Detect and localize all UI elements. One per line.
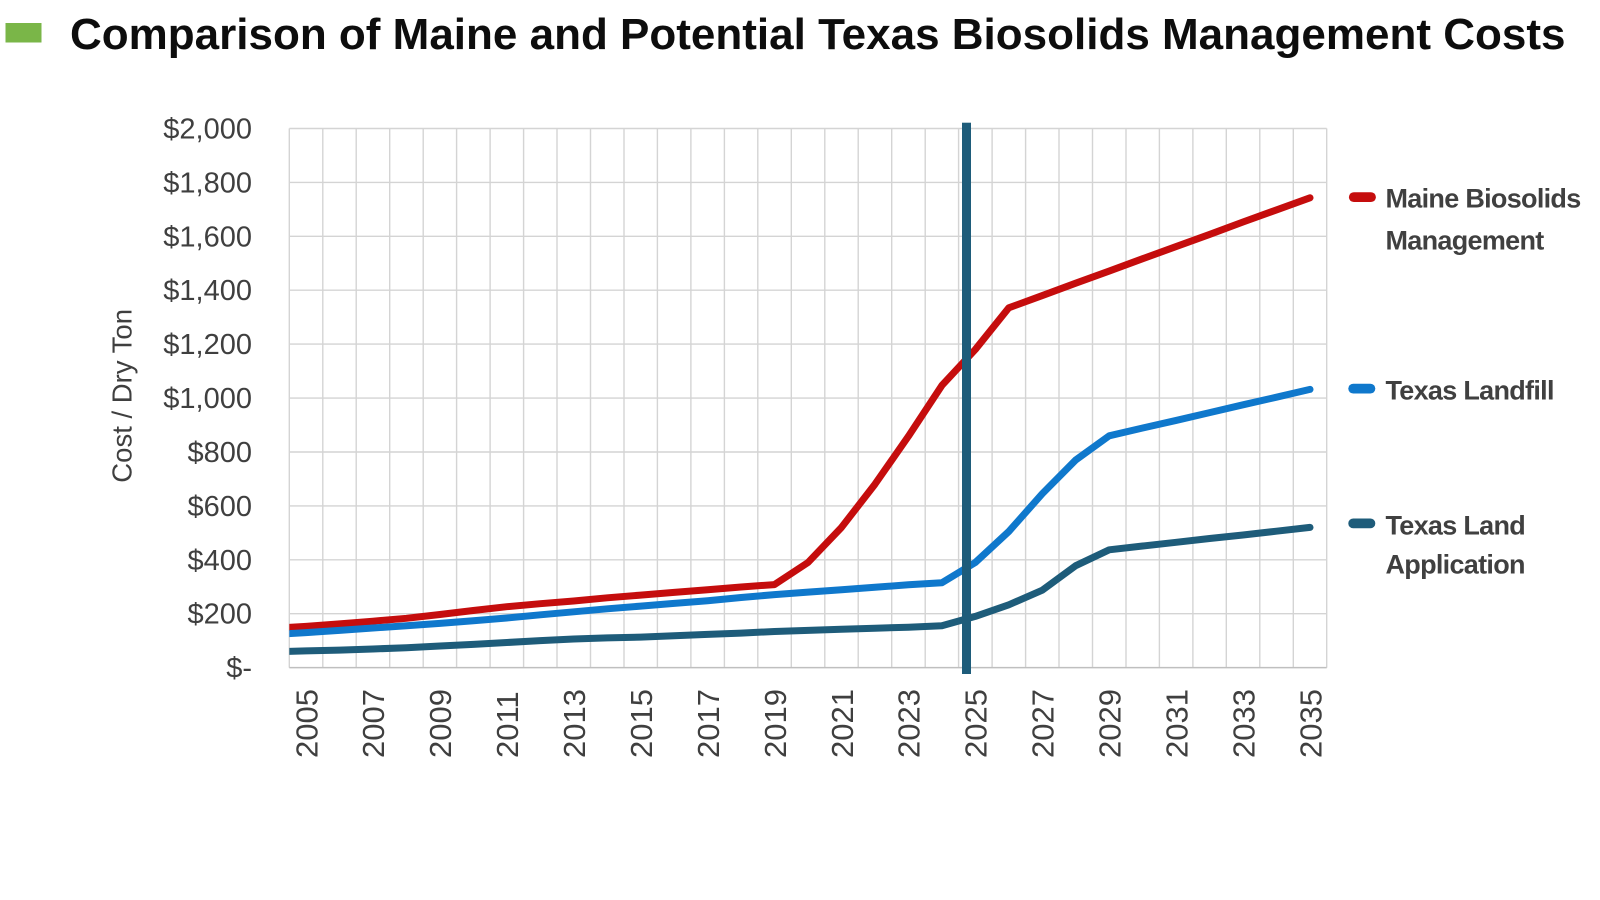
svg-text:2005: 2005	[289, 689, 324, 758]
svg-text:2009: 2009	[423, 689, 458, 758]
svg-text:2021: 2021	[825, 689, 860, 758]
svg-text:Texas Landfill: Texas Landfill	[1386, 376, 1554, 406]
svg-text:$200: $200	[187, 599, 252, 631]
svg-text:2011: 2011	[490, 691, 525, 758]
svg-text:$2,000: $2,000	[163, 114, 252, 146]
svg-text:2027: 2027	[1026, 689, 1061, 758]
svg-text:Application: Application	[1386, 549, 1525, 579]
svg-text:2023: 2023	[892, 689, 927, 758]
svg-text:2019: 2019	[758, 689, 793, 758]
svg-text:$600: $600	[187, 491, 252, 523]
svg-text:$800: $800	[187, 437, 252, 469]
svg-text:Cost / Dry Ton: Cost / Dry Ton	[107, 309, 138, 483]
svg-text:$400: $400	[187, 545, 252, 577]
svg-text:Texas Land: Texas Land	[1386, 510, 1526, 540]
svg-text:Maine Biosolids: Maine Biosolids	[1386, 184, 1581, 214]
svg-text:$1,800: $1,800	[163, 167, 252, 199]
svg-text:$1,200: $1,200	[163, 329, 252, 361]
svg-text:$1,400: $1,400	[163, 275, 252, 307]
svg-text:2025: 2025	[959, 689, 994, 758]
svg-text:2007: 2007	[356, 689, 391, 758]
svg-text:2033: 2033	[1226, 689, 1261, 758]
svg-text:$-: $-	[226, 653, 252, 685]
svg-text:2015: 2015	[624, 689, 659, 758]
svg-text:2031: 2031	[1159, 689, 1194, 758]
svg-text:2035: 2035	[1293, 689, 1328, 758]
svg-text:$1,600: $1,600	[163, 221, 252, 253]
svg-text:2013: 2013	[557, 689, 592, 758]
svg-text:$1,000: $1,000	[163, 383, 252, 415]
svg-text:Comparison of Maine and Potent: Comparison of Maine and Potential Texas …	[70, 10, 1565, 59]
svg-text:Management: Management	[1386, 226, 1545, 256]
svg-text:2017: 2017	[691, 689, 726, 758]
svg-text:2029: 2029	[1093, 689, 1128, 758]
